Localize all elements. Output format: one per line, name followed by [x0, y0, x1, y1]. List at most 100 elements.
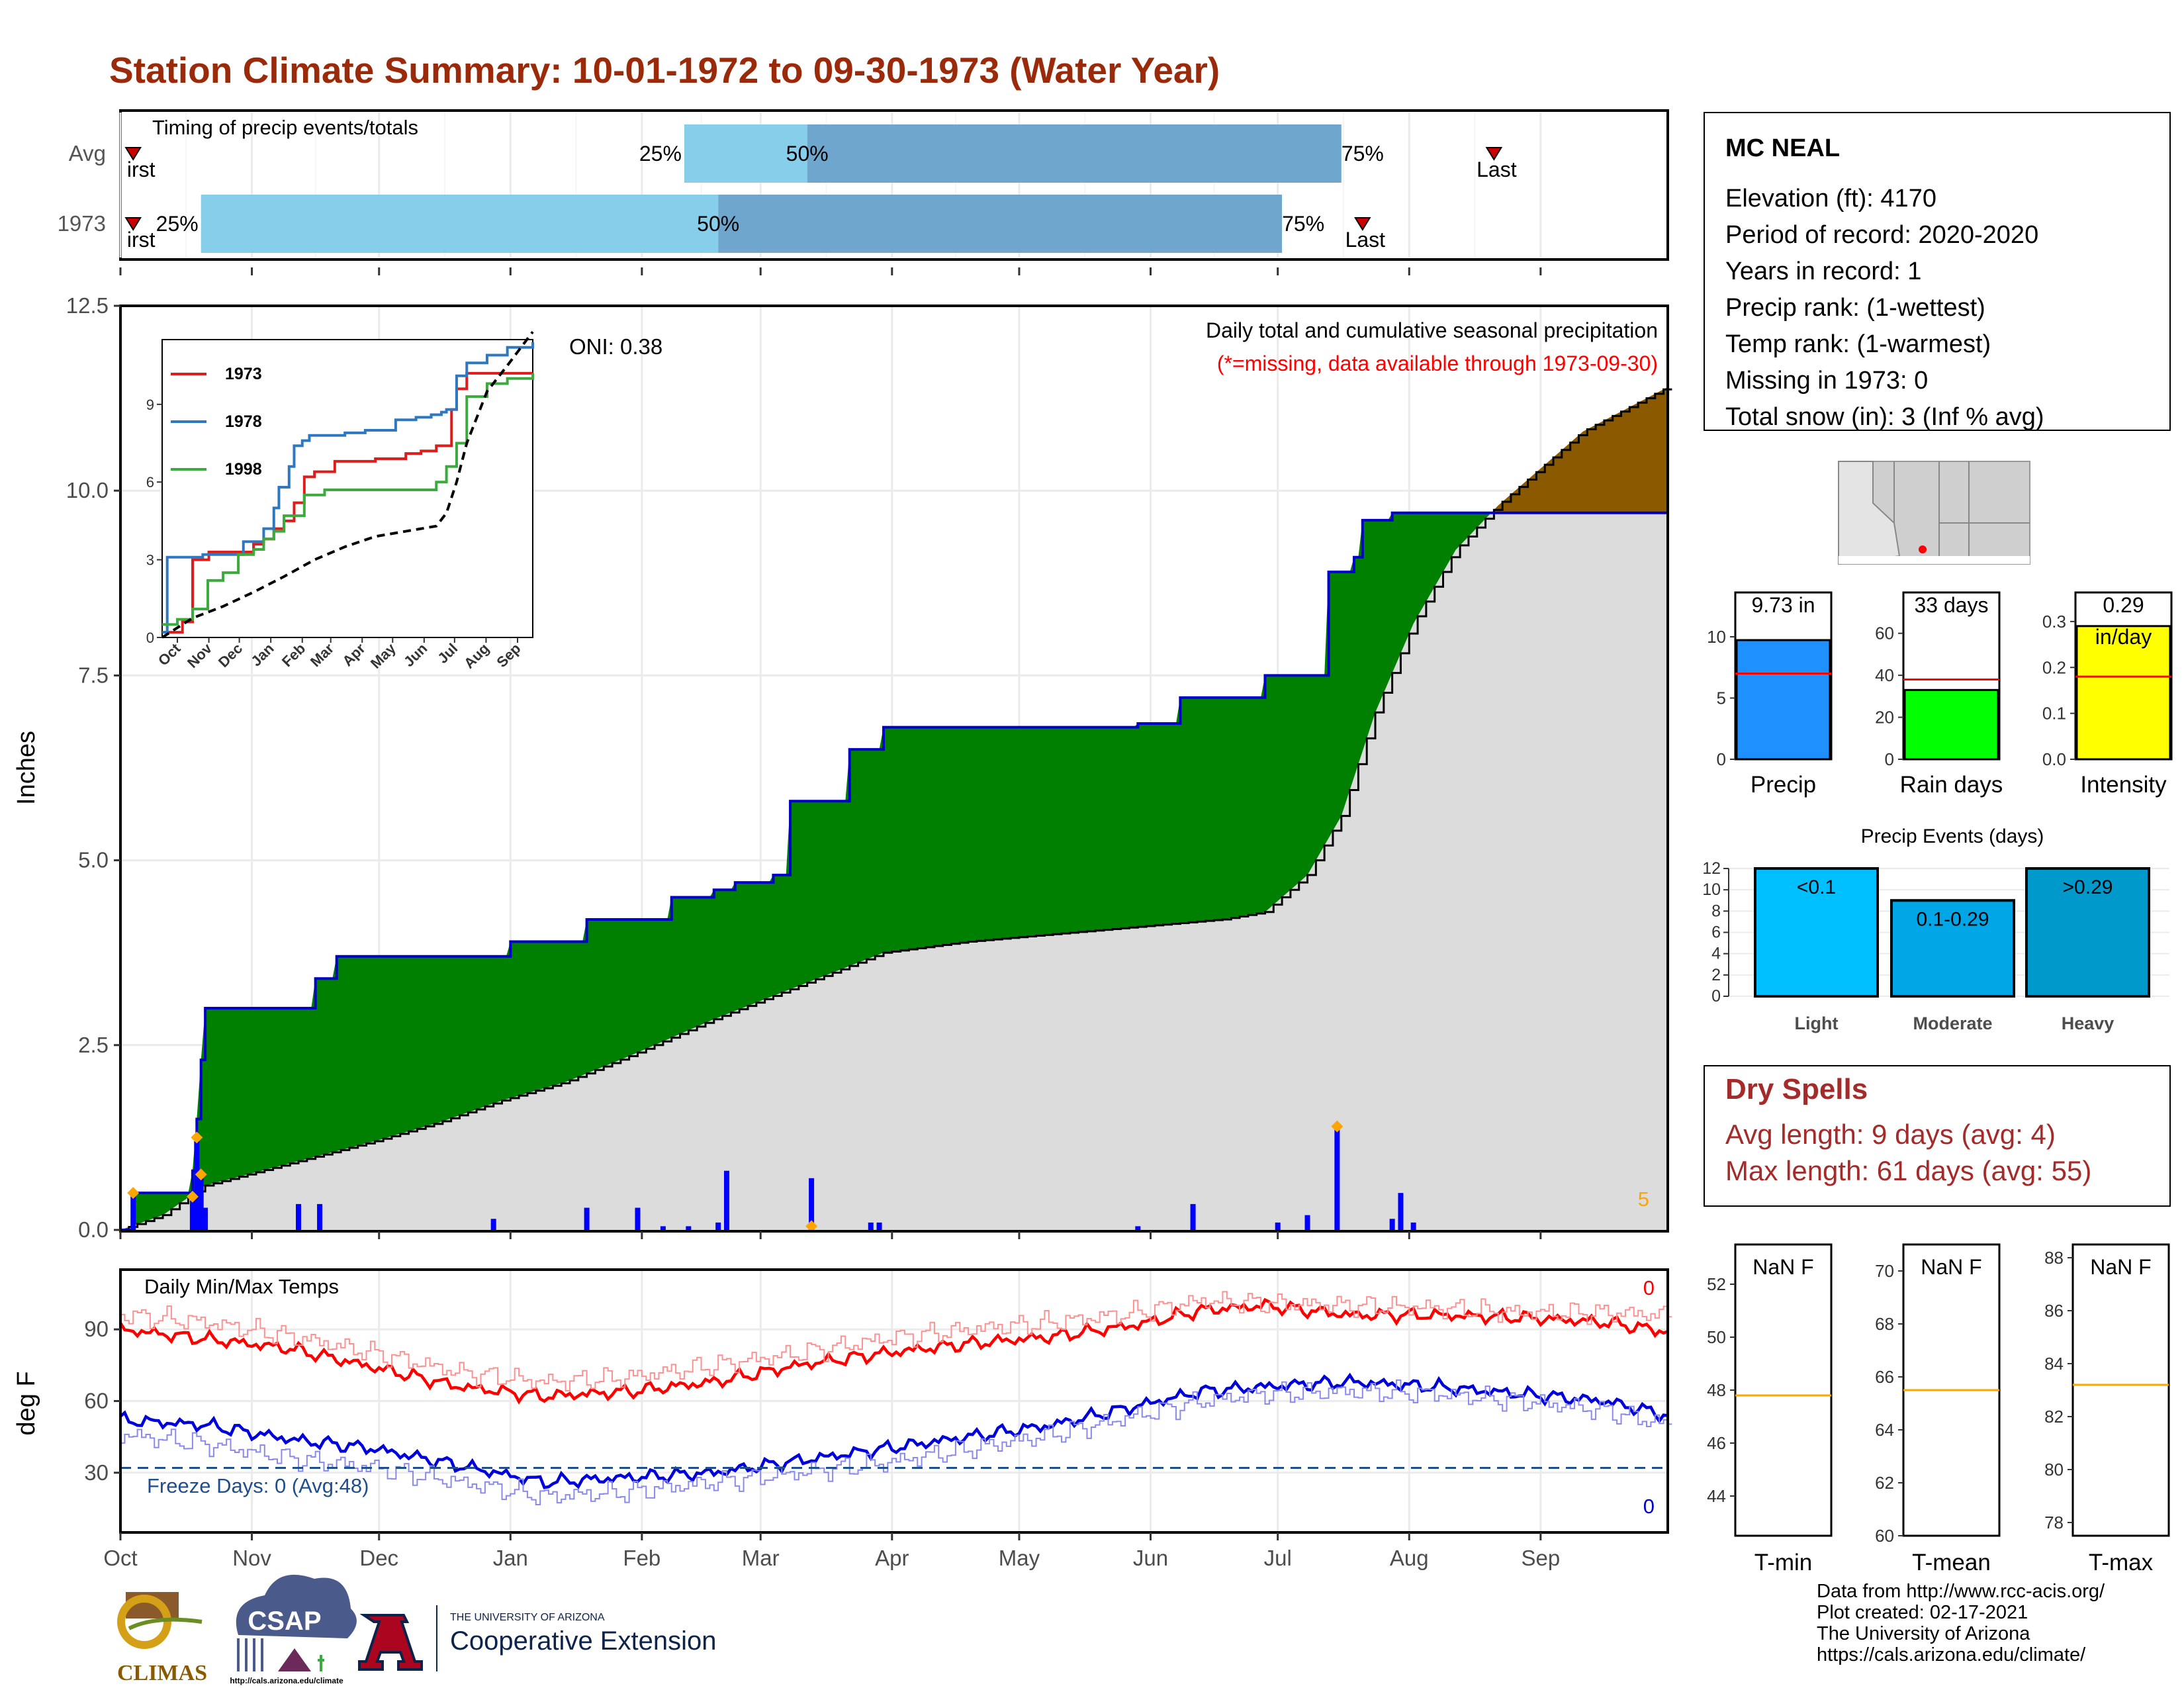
precip-y-tick-label: 10.0 [66, 478, 109, 502]
station-precip-rank: Precip rank: (1-wettest) [1725, 294, 1985, 322]
inset-line-1973 [162, 371, 533, 634]
timing-panel: 25% 50% 75% irst Last 25% 50% 75% irst Last Timin… [58, 109, 1669, 261]
summary-mini-bars: 9.73 in 0 5 10 Precip 33 days 0 20 40 60 Rain days… [1707, 591, 2173, 798]
csap-logo-mountain [278, 1648, 311, 1671]
precip-y-axis: 0.0 2.5 5.0 7.5 10.0 12.5 [66, 293, 120, 1242]
daily-precip-bar [1304, 1215, 1310, 1230]
csap-logo-cactus [318, 1655, 324, 1671]
timing-first-marker-icon [124, 217, 142, 231]
mini-bar-tick-label: 60 [1875, 624, 1894, 643]
timing-p75-label: 75% [1342, 142, 1384, 165]
daily-precip-bar [809, 1178, 815, 1230]
precip-chart-title: Daily total and cumulative seasonal prec… [1206, 318, 1658, 342]
snow-marker-icon [127, 1187, 140, 1199]
snow-marker-icon [191, 1131, 203, 1144]
temps-y-axis: 30 60 90 [84, 1317, 120, 1485]
precip-events-chart: Precip Events (days) 0 2 4 6 8 10 12 <0.1 Light 0.… [1702, 825, 2169, 1033]
precip-y-tick-label: 2.5 [78, 1033, 109, 1057]
temps-x-tick-label: May [999, 1546, 1040, 1570]
events-heading: Precip Events (days) [1861, 825, 2044, 847]
inset-y-tick-label: 9 [146, 397, 154, 413]
oni-label: ONI: 0.38 [569, 334, 662, 359]
mini-bar-tick-label: 10 [1707, 627, 1726, 647]
temp-box-tick-label: 64 [1875, 1420, 1894, 1440]
temp-box-tick-label: 46 [1707, 1433, 1726, 1453]
timing-heading: Timing of precip events/totals [152, 116, 418, 139]
daily-precip-bar [198, 1178, 204, 1230]
station-missing: Missing in 1973: 0 [1725, 367, 1928, 395]
precip-corner-note: 5 [1638, 1188, 1649, 1211]
mini-bar-tick-label: 0.0 [2042, 749, 2066, 769]
temp-box-frame-T-max [2071, 1243, 2170, 1537]
dry-spells-frame [1704, 1065, 2171, 1207]
mini-bar-value-label: 9.73 in [1751, 593, 1815, 617]
temps-x-tick-label: Jul [1264, 1546, 1292, 1570]
daily-precip-bar [1389, 1219, 1395, 1230]
station-name: MC NEAL [1725, 134, 1840, 162]
inset-line-1978 [162, 342, 534, 634]
timing-row-label-year: 1973 [58, 211, 106, 236]
mini-bar-value-label: 33 days [1914, 593, 1988, 617]
daily-precip-bar [1190, 1203, 1196, 1230]
timing-first-label: irst [127, 228, 156, 252]
station-period: Period of record: 2020-2020 [1725, 221, 2038, 249]
inset-y-tick-label: 6 [146, 474, 154, 491]
temps-line [119, 1372, 1668, 1489]
timing-p50-label: 50% [697, 212, 739, 236]
mini-bar-tick-label: 5 [1717, 688, 1726, 708]
temps-x-tick-label: Aug [1390, 1546, 1429, 1570]
average-cumulative-area [120, 387, 1668, 1230]
temps-x-tick-label: Feb [623, 1546, 660, 1570]
mini-bar-tick-label: 0.1 [2042, 704, 2066, 724]
daily-precip-bar [660, 1226, 666, 1230]
mini-bar-tick-label: 0.3 [2042, 612, 2066, 632]
daily-precip-bar [723, 1170, 729, 1230]
dry-spells-avg-length: Avg length: 9 days (avg: 4) [1725, 1119, 2056, 1150]
precip-markers [127, 1120, 1343, 1233]
mini-bar-tick-label: 0 [1717, 749, 1726, 769]
timing-last-label: Last [1477, 158, 1517, 181]
temp-box-tick-label: 82 [2044, 1407, 2064, 1427]
mini-bar-category-label: Precip [1751, 772, 1816, 798]
temps-x-tick-label: Jun [1133, 1546, 1168, 1570]
csap-logo-cloud [236, 1574, 357, 1638]
csap-logo: CSAP http://cals.arizona.edu/climate [230, 1574, 357, 1685]
daily-precip-bar [1410, 1222, 1416, 1230]
csap-logo-url: http://cals.arizona.edu/climate [230, 1676, 343, 1685]
temps-y-tick-label: 60 [84, 1389, 109, 1413]
timing-last-label: Last [1345, 228, 1386, 252]
temps-x-tick-label: Oct [103, 1546, 137, 1570]
temp-box-tick-label: 86 [2044, 1301, 2064, 1321]
temp-box-category-label: T-mean [1912, 1550, 1991, 1575]
events-tick-label: 4 [1711, 945, 1721, 963]
temps-x-tick-label: Mar [742, 1546, 780, 1570]
timing-p25-label: 25% [156, 212, 199, 236]
station-location-dot [1919, 545, 1927, 553]
timing-bars: 25% 50% 75% irst Last 25% 50% 75% irst Last [124, 124, 1517, 253]
ua-logo-big-text: Cooperative Extension [450, 1626, 716, 1656]
temp-box-tick-label: 44 [1707, 1486, 1726, 1506]
location-map [1838, 461, 2030, 565]
precip-y-tick-label: 0.0 [78, 1217, 109, 1242]
timing-first-marker-icon [124, 147, 142, 161]
station-total-snow: Total snow (in): 3 (Inf % avg) [1725, 403, 2044, 431]
daily-precip-bar [1135, 1226, 1141, 1230]
daily-precip-bar [194, 1141, 200, 1230]
daily-precip-bar [715, 1222, 721, 1230]
temps-x-tick-label: Jan [493, 1546, 528, 1570]
footer-data-source: Data from http://www.rcc-acis.org/ [1817, 1581, 2105, 1602]
temp-box-tick-label: 80 [2044, 1460, 2064, 1479]
temp-box-category-label: T-min [1754, 1550, 1813, 1575]
snow-marker-icon [1331, 1120, 1343, 1133]
temp-box-tick-label: 52 [1707, 1274, 1726, 1294]
temps-line [120, 1291, 1672, 1392]
daily-precip-bar [317, 1203, 323, 1230]
daily-precip-bar [635, 1207, 641, 1230]
temp-box-tick-label: 66 [1875, 1367, 1894, 1387]
daily-precip-bar [130, 1193, 136, 1230]
timing-row-label-avg: Avg [69, 141, 106, 165]
inset-legend-label: 1973 [225, 365, 262, 383]
temps-x-tick-label: Dec [359, 1546, 398, 1570]
events-tick-label: 2 [1711, 966, 1721, 984]
